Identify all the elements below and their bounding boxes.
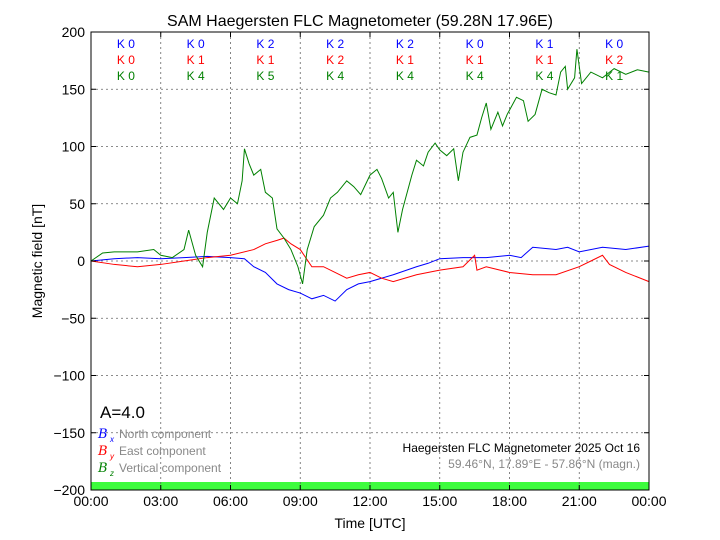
x-tick-label: 18:00 bbox=[492, 493, 527, 509]
x-tick-label: 15:00 bbox=[422, 493, 457, 509]
k-index-north: K 2 bbox=[256, 37, 274, 51]
k-index-east: K 1 bbox=[187, 53, 205, 67]
legend-subscript: x bbox=[109, 435, 115, 444]
y-axis-label: Magnetic field [nT] bbox=[29, 204, 45, 318]
a-index: A=4.0 bbox=[100, 403, 145, 422]
legend-label: Vertical component bbox=[119, 461, 222, 475]
k-index-vertical: K 4 bbox=[187, 69, 205, 83]
y-tick-label: −150 bbox=[53, 425, 85, 441]
k-index-east: K 2 bbox=[605, 53, 623, 67]
y-tick-label: 200 bbox=[62, 24, 86, 40]
k-index-east: K 1 bbox=[466, 53, 484, 67]
k-index-north: K 2 bbox=[396, 37, 414, 51]
legend-label: East component bbox=[119, 444, 206, 458]
x-tick-label: 00:00 bbox=[73, 493, 108, 509]
k-index-north: K 0 bbox=[117, 37, 135, 51]
legend-subscript: z bbox=[109, 469, 114, 478]
y-tick-label: −200 bbox=[53, 482, 85, 498]
legend-symbol: B bbox=[97, 427, 108, 442]
y-tick-label: 100 bbox=[62, 139, 86, 155]
y-tick-label: 150 bbox=[62, 81, 86, 97]
k-index-north: K 0 bbox=[466, 37, 484, 51]
y-tick-label: −50 bbox=[61, 310, 85, 326]
k-index-vertical: K 4 bbox=[466, 69, 484, 83]
coords-annotation: 59.46°N, 17.89°E - 57.86°N (magn.) bbox=[448, 457, 640, 471]
x-tick-label: 03:00 bbox=[143, 493, 178, 509]
legend-label: North component bbox=[119, 427, 212, 441]
k-index-vertical: K 4 bbox=[396, 69, 414, 83]
k-index-north: K 2 bbox=[326, 37, 344, 51]
chart-title: SAM Haegersten FLC Magnetometer (59.28N … bbox=[167, 13, 553, 30]
series-line-north-component bbox=[90, 245, 650, 302]
k-index-north: K 0 bbox=[605, 37, 623, 51]
k-index-vertical: K 5 bbox=[256, 69, 274, 83]
station-annotation: Haegersten FLC Magnetometer 2025 Oct 16 bbox=[403, 441, 641, 455]
x-tick-label: 12:00 bbox=[352, 493, 387, 509]
y-tick-label: 50 bbox=[69, 196, 85, 212]
x-axis-label: Time [UTC] bbox=[334, 515, 405, 531]
legend-subscript: y bbox=[109, 452, 115, 461]
k-index-vertical: K 4 bbox=[535, 69, 553, 83]
plot-area bbox=[91, 32, 649, 490]
k-index-east: K 1 bbox=[256, 53, 274, 67]
x-tick-label: 00:00 bbox=[631, 493, 666, 509]
y-tick-label: 0 bbox=[77, 253, 85, 269]
k-index-vertical: K 1 bbox=[605, 69, 623, 83]
series-line-vertical-component bbox=[90, 49, 650, 285]
x-tick-label: 06:00 bbox=[213, 493, 248, 509]
legend-symbol: B bbox=[97, 461, 108, 476]
k-index-east: K 1 bbox=[396, 53, 414, 67]
y-tick-label: −100 bbox=[53, 368, 85, 384]
legend-symbol: B bbox=[97, 444, 108, 459]
k-index-east: K 2 bbox=[326, 53, 344, 67]
x-tick-label: 09:00 bbox=[283, 493, 318, 509]
k-index-north: K 0 bbox=[187, 37, 205, 51]
k-index-east: K 1 bbox=[535, 53, 553, 67]
x-tick-label: 21:00 bbox=[562, 493, 597, 509]
k-index-north: K 1 bbox=[535, 37, 553, 51]
series-line-east-component bbox=[90, 237, 650, 283]
k-index-vertical: K 4 bbox=[326, 69, 344, 83]
k-index-vertical: K 0 bbox=[117, 69, 135, 83]
k-index-east: K 0 bbox=[117, 53, 135, 67]
